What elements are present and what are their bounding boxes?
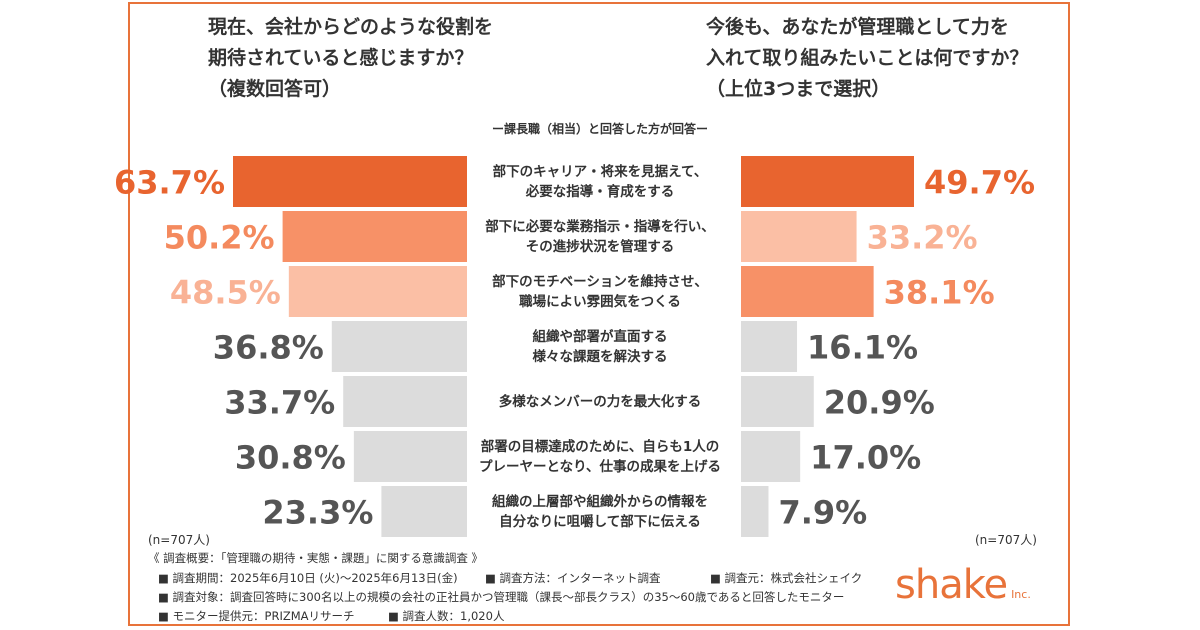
right-question: 今後も、あなたが管理職として力を 入れて取り組みたいことは何ですか？ （上位3つ… <box>706 12 1076 105</box>
category-label: 部署の目標達成のために、自らも1人の プレーヤーとなり、仕事の成果を上げる <box>478 438 722 475</box>
right-bar <box>741 211 857 262</box>
frame-border <box>128 2 1070 626</box>
left-bar <box>343 376 467 427</box>
right-value-label: 7.9% <box>778 494 867 532</box>
right-bar <box>741 156 914 207</box>
left-question-line3: （複数回答可） <box>208 78 342 100</box>
right-question-line2: 入れて取り組みたいことは何ですか？ <box>706 47 1029 69</box>
left-bar <box>331 321 467 372</box>
right-value-label: 33.2% <box>867 219 978 257</box>
category-label: 部下のモチベーションを維持させ、 職場によい雰囲気をつくる <box>492 273 708 310</box>
left-value-label: 50.2% <box>164 219 275 257</box>
left-value-label: 48.5% <box>170 274 281 312</box>
right-bar <box>741 486 769 537</box>
left-bar <box>233 156 467 207</box>
category-label: 多様なメンバーの力を最大化する <box>498 393 702 410</box>
chart-subtitle: ー課長職（相当）と回答した方が回答ー <box>491 122 708 136</box>
footer-target: ■ 調査対象：調査回答時に300名以上の規模の会社の正社員かつ管理職（課長～部長… <box>158 590 845 604</box>
footer-method: ■ 調査方法：インターネット調査 <box>485 571 661 585</box>
left-value-label: 33.7% <box>224 384 335 422</box>
category-label: 組織や部署が直面する 様々な課題を解決する <box>532 328 668 365</box>
left-bar <box>381 486 467 537</box>
right-bar <box>741 431 801 482</box>
left-question: 現在、会社からどのような役割を 期待されていると感じますか？ （複数回答可） <box>208 12 538 105</box>
left-value-label: 36.8% <box>213 329 324 367</box>
category-label: 部下のキャリア・将来を見据えて、 必要な指導・育成をする <box>492 163 708 200</box>
left-question-line2: 期待されていると感じますか？ <box>208 47 474 69</box>
left-bar <box>288 266 467 317</box>
right-bar <box>741 376 814 427</box>
sample-size-right: (n=707人) <box>975 533 1037 547</box>
footer-title: 《 調査概要：「管理職の期待・実態・課題」に関する意識調査 》 <box>148 551 484 565</box>
logo-suffix: Inc. <box>1011 588 1031 601</box>
left-value-label: 30.8% <box>235 439 346 477</box>
left-value-label: 63.7% <box>114 164 225 202</box>
right-value-label: 38.1% <box>884 274 995 312</box>
right-question-line1: 今後も、あなたが管理職として力を <box>706 16 1009 38</box>
sample-size-left: (n=707人) <box>148 533 210 547</box>
footer-source: ■ 調査元：株式会社シェイク <box>710 571 863 585</box>
shake-logo: shake Inc. <box>895 562 1031 608</box>
right-value-label: 17.0% <box>810 439 921 477</box>
footer-count: ■ 調査人数：1,020人 <box>388 609 505 623</box>
logo-text: shake <box>895 562 1008 608</box>
left-bar <box>282 211 467 262</box>
category-label: 部下に必要な業務指示・指導を行い、 その進捗状況を管理する <box>485 218 715 255</box>
right-bar <box>741 321 798 372</box>
right-value-label: 16.1% <box>807 329 918 367</box>
right-bar <box>741 266 874 317</box>
left-question-line1: 現在、会社からどのような役割を <box>208 16 494 38</box>
right-value-label: 49.7% <box>924 164 1035 202</box>
footer-period: ■ 調査期間：2025年6月10日 (火)～2025年6月13日(金) <box>158 571 458 585</box>
right-question-line3: （上位3つまで選択） <box>706 78 891 100</box>
category-label: 組織の上層部や組織外からの情報を 自分なりに咀嚼して部下に伝える <box>492 493 708 530</box>
footer-provider: ■ モニター提供元：PRIZMAリサーチ <box>158 609 355 623</box>
left-bar <box>353 431 467 482</box>
right-value-label: 20.9% <box>824 384 935 422</box>
left-value-label: 23.3% <box>262 494 373 532</box>
